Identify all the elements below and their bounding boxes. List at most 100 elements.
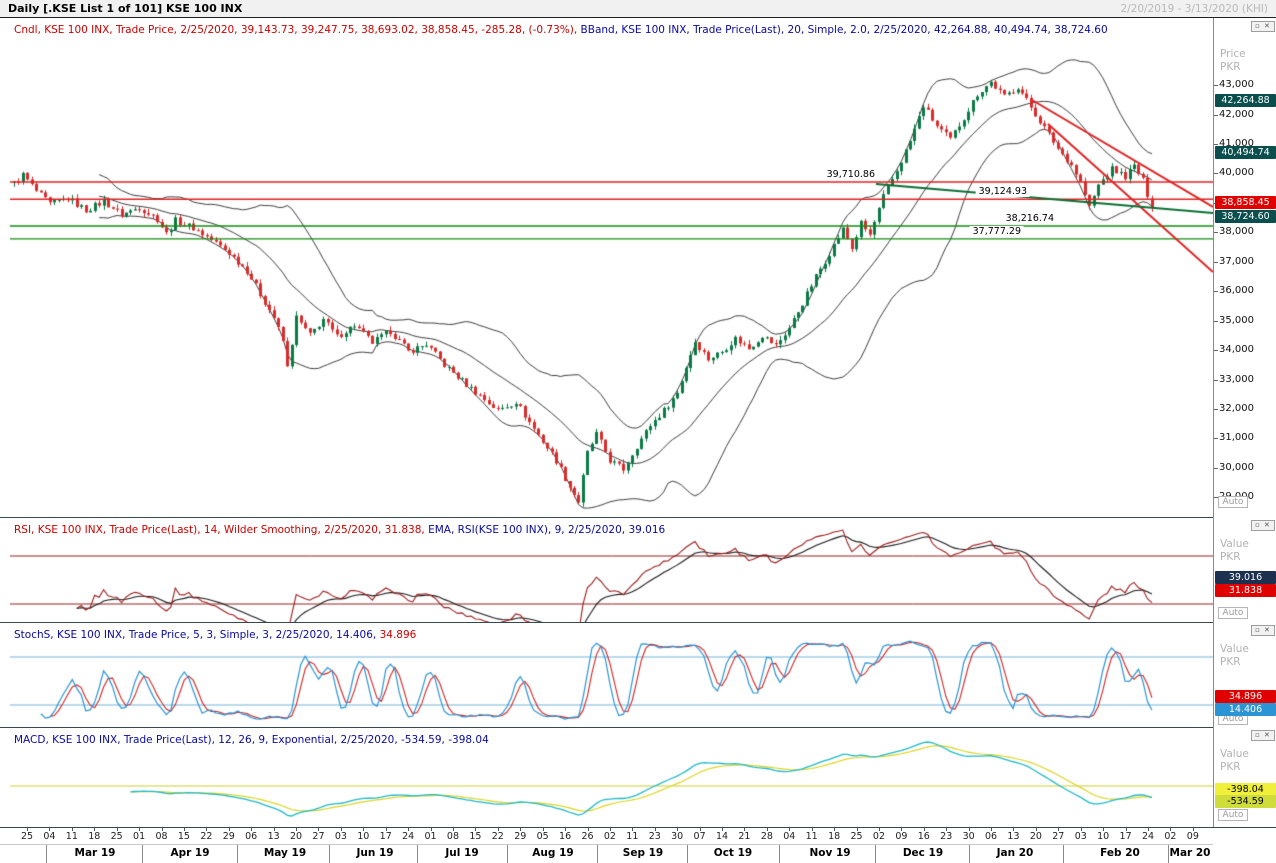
window-controls[interactable]: ▫ ✕	[1251, 730, 1275, 741]
window-controls[interactable]: ▫ ✕	[1251, 625, 1275, 636]
day-label: 17	[379, 831, 392, 842]
auto-scale-button[interactable]: Auto	[1218, 496, 1248, 508]
day-label: 11	[626, 831, 639, 842]
day-label: 29	[514, 831, 527, 842]
auto-scale-button[interactable]: Auto	[1218, 607, 1248, 619]
day-tick-mark	[1058, 828, 1060, 831]
price-tick-mark	[1214, 320, 1218, 322]
day-tick-mark	[968, 828, 970, 831]
month-separator	[779, 845, 780, 863]
stoch-chart-canvas[interactable]	[0, 623, 1213, 727]
price-badge: -398.04	[1215, 783, 1276, 796]
time-axis[interactable]: 25 04 11 18 25 01 08 15 22 29 06 13 20 27 03 10 17 24 01 08…	[0, 827, 1276, 863]
day-tick-mark	[856, 828, 858, 831]
day-label: 15	[469, 831, 482, 842]
rsi-ema-legend: EMA, RSI(KSE 100 INX), 9, 2/25/2020, 39.…	[428, 524, 666, 536]
day-tick-mark	[94, 828, 96, 831]
value-axis-title: Value PKR	[1220, 748, 1249, 773]
day-tick-mark	[27, 828, 28, 831]
price-tick-mark	[1214, 173, 1218, 175]
day-tick-mark	[296, 828, 298, 831]
day-tick-mark	[49, 828, 51, 831]
price-panel-legend: Cndl, KSE 100 INX, Trade Price, 2/25/202…	[14, 24, 1108, 36]
date-range-label: 2/20/2019 - 3/13/2020 (KHI)	[1120, 2, 1268, 15]
day-label: 21	[738, 831, 751, 842]
day-label: 11	[65, 831, 78, 842]
price-tick-mark	[1214, 467, 1218, 469]
day-tick-mark	[206, 828, 208, 831]
day-tick-mark	[139, 828, 141, 831]
window-controls[interactable]: ▫ ✕	[1251, 520, 1275, 531]
candle-legend: Cndl, KSE 100 INX, Trade Price, 2/25/202…	[14, 24, 578, 36]
day-label: 29	[222, 831, 235, 842]
day-tick-mark	[183, 828, 185, 831]
price-badge: 31.838	[1215, 584, 1276, 597]
rsi-panel[interactable]: RSI, KSE 100 INX, Trade Price(Last), 14,…	[0, 517, 1213, 622]
level-label: 39,710.86	[823, 168, 878, 180]
day-tick-mark	[744, 828, 746, 831]
day-tick-mark	[1013, 828, 1015, 831]
stoch-legend: StochS, KSE 100 INX, Trade Price, 5, 3, …	[14, 629, 377, 641]
day-label: 16	[917, 831, 930, 842]
day-tick-mark	[1035, 828, 1037, 831]
price-badge: 38,724.60	[1215, 210, 1276, 223]
price-chart-canvas[interactable]	[0, 18, 1213, 517]
day-tick-mark	[71, 828, 73, 831]
day-label: 27	[1052, 831, 1065, 842]
window-controls[interactable]: ▫ ✕	[1251, 21, 1275, 32]
day-tick-mark	[677, 828, 679, 831]
day-tick-mark	[766, 828, 768, 831]
price-badge: 42,264.88	[1215, 94, 1276, 107]
day-tick-mark	[789, 828, 791, 831]
level-label: 39,124.93	[975, 186, 1030, 198]
level-label: 38,216.74	[1002, 212, 1057, 224]
rsi-chart-canvas[interactable]	[0, 518, 1213, 622]
day-tick-mark	[273, 828, 275, 831]
stoch-panel[interactable]: StochS, KSE 100 INX, Trade Price, 5, 3, …	[0, 622, 1213, 727]
price-tick-label: 33,000	[1219, 373, 1254, 385]
day-label: 13	[1007, 831, 1020, 842]
day-label: 18	[828, 831, 841, 842]
month-label: Jul 19	[445, 847, 479, 859]
day-label: 11	[805, 831, 818, 842]
price-tick-mark	[1214, 114, 1218, 116]
macd-panel[interactable]: MACD, KSE 100 INX, Trade Price(Last), 12…	[0, 727, 1213, 827]
day-tick-mark	[923, 828, 925, 831]
price-tick-label: 35,000	[1219, 314, 1254, 326]
price-panel[interactable]: Cndl, KSE 100 INX, Trade Price, 2/25/202…	[0, 18, 1213, 517]
price-tick-label: 42,000	[1219, 108, 1254, 120]
auto-scale-button[interactable]: Auto	[1218, 809, 1248, 821]
month-separator	[687, 845, 688, 863]
day-label: 04	[43, 831, 56, 842]
month-label: Mar 19	[74, 847, 116, 859]
day-tick-mark	[542, 828, 544, 831]
day-label: 13	[267, 831, 280, 842]
month-label: Feb 20	[1100, 847, 1140, 859]
month-separator	[46, 845, 47, 863]
day-tick-mark	[116, 828, 118, 831]
month-label: Dec 19	[902, 847, 944, 859]
month-separator	[507, 845, 508, 863]
day-label: 09	[1186, 831, 1199, 842]
level-label: 37,777.29	[969, 225, 1024, 237]
macd-chart-canvas[interactable]	[0, 728, 1213, 827]
day-tick-mark	[161, 828, 163, 831]
bband-legend: BBand, KSE 100 INX, Trade Price(Last), 2…	[580, 24, 1108, 36]
day-tick-mark	[520, 828, 522, 831]
day-label: 18	[88, 831, 101, 842]
price-axis[interactable]: Price PKR Value PKR Value PKR Value PKR 43,0…	[1213, 18, 1276, 827]
price-tick-label: 37,000	[1219, 255, 1254, 267]
rsi-legend: RSI, KSE 100 INX, Trade Price(Last), 14,…	[14, 524, 425, 536]
day-label: 07	[693, 831, 706, 842]
month-label: Oct 19	[713, 847, 753, 859]
day-label: 01	[133, 831, 146, 842]
price-tick-mark	[1214, 379, 1218, 381]
stoch-panel-legend: StochS, KSE 100 INX, Trade Price, 5, 3, …	[14, 629, 416, 641]
day-label: 15	[177, 831, 190, 842]
day-tick-mark	[609, 828, 611, 831]
day-tick-mark	[632, 828, 634, 831]
day-tick-mark	[587, 828, 589, 831]
day-tick-mark	[430, 828, 432, 831]
day-tick-mark	[340, 828, 342, 831]
